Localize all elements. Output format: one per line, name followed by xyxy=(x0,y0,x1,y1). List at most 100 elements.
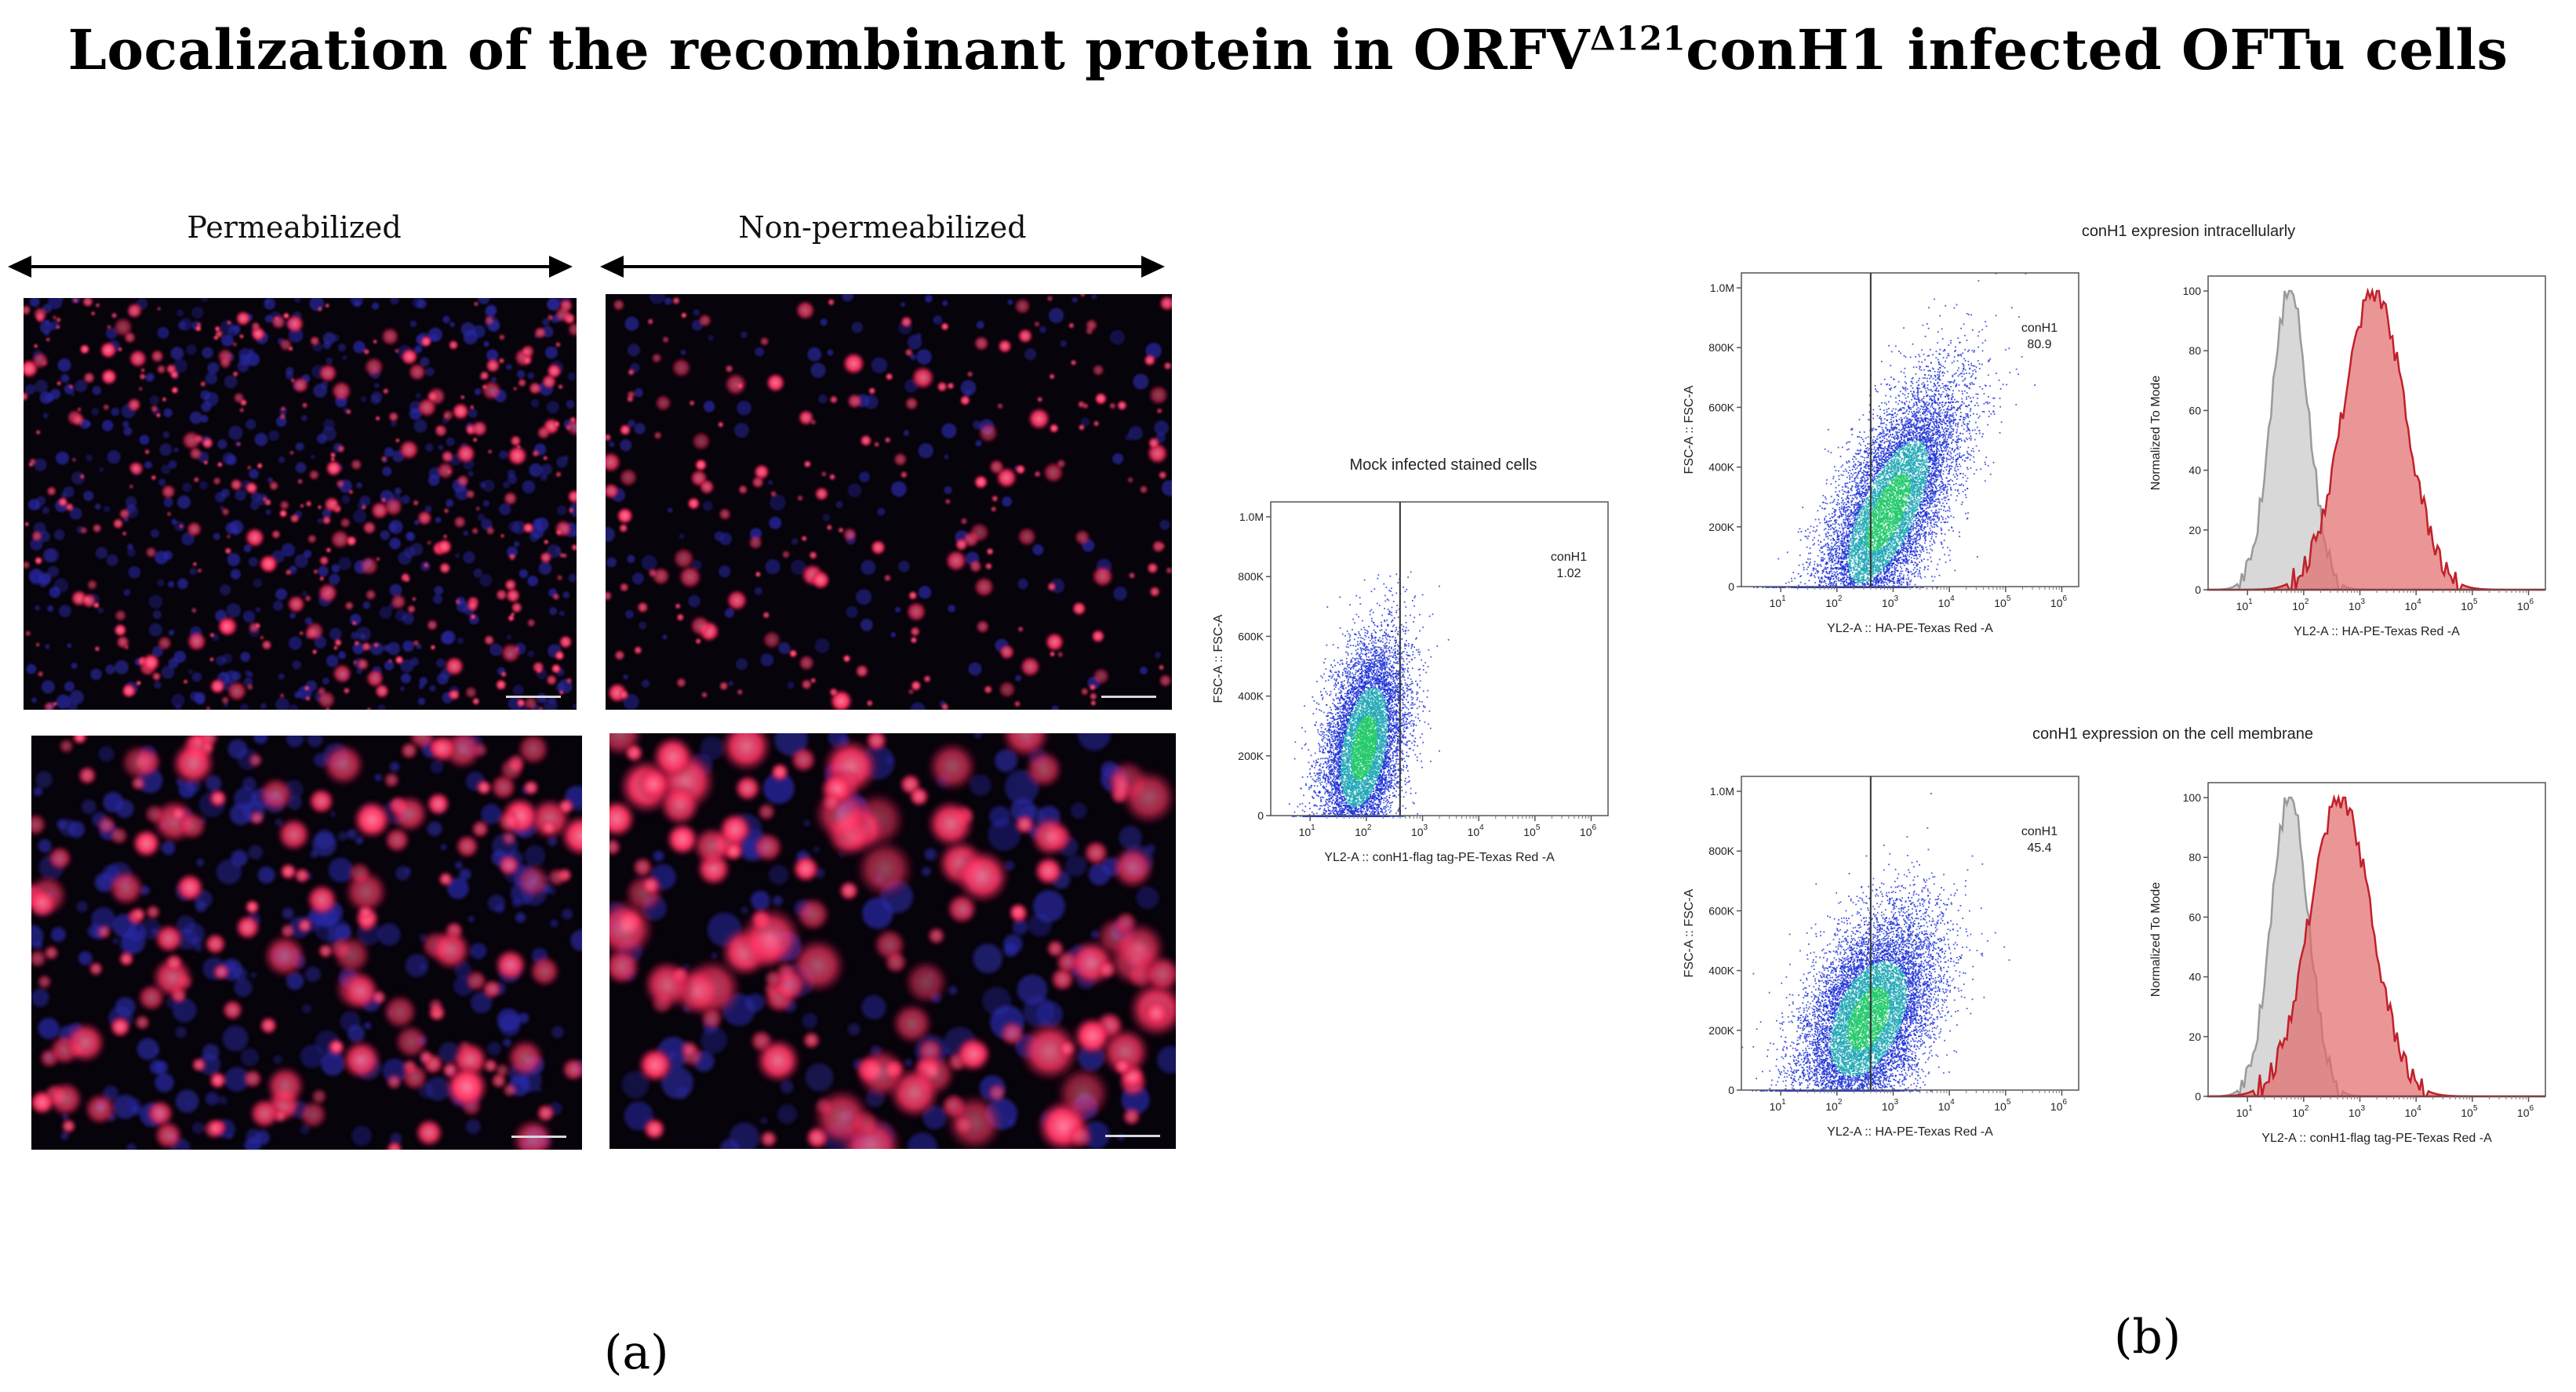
title-tail: conH1 infected OFTu cells xyxy=(1686,17,2508,82)
gate-value: 1.02 xyxy=(1556,567,1581,580)
x-tick-label: 106 xyxy=(2517,1104,2534,1119)
event-dots xyxy=(1288,571,1450,817)
figure-title: Localization of the recombinant protein … xyxy=(0,17,2576,82)
event-dots xyxy=(1741,792,2010,1092)
x-tick-label: 103 xyxy=(1882,594,1899,609)
membrane-plot-title: conH1 expression on the cell membrane xyxy=(1898,725,2447,743)
x-axis-title: YL2-A :: HA-PE-Texas Red -A xyxy=(2294,625,2460,638)
mock-scatter-plot: 0 200K 400K 600K 800K 1.0M 101 102 103 104 105 106 Y… xyxy=(1212,501,1609,864)
event-dots xyxy=(1753,273,2036,588)
y-tick-label: 600K xyxy=(1708,904,1734,917)
x-tick-label: 106 xyxy=(2517,598,2534,612)
x-tick-label: 105 xyxy=(2461,598,2478,612)
y-tick-label: 1.0M xyxy=(1710,282,1734,294)
x-tick-label: 104 xyxy=(2405,598,2422,612)
y-tick-label: 20 xyxy=(2189,524,2201,536)
title-main: Localization of the recombinant protein … xyxy=(68,17,1590,82)
micrograph-permeabilized-low xyxy=(24,298,577,710)
y-tick-label: 0 xyxy=(1728,1084,1734,1096)
y-axis-title: FSC-A :: FSC-A xyxy=(1212,614,1225,703)
y-tick-label: 400K xyxy=(1238,690,1264,703)
x-axis-title: YL2-A :: conH1-flag tag-PE-Texas Red -A xyxy=(1324,851,1555,864)
x-tick-label: 105 xyxy=(2461,1104,2478,1119)
x-tick-label: 102 xyxy=(2292,1104,2309,1119)
x-tick-label: 101 xyxy=(1770,594,1787,609)
arrow-permeabilized xyxy=(8,256,573,278)
column-label-permeabilized: Permeabilized xyxy=(12,210,577,245)
title-superscript: Δ121 xyxy=(1590,20,1686,58)
y-axis-title: Normalized To Mode xyxy=(2149,376,2163,491)
y-tick-label: 1.0M xyxy=(1710,785,1734,798)
x-tick-label: 104 xyxy=(1938,594,1956,609)
gate-value: 80.9 xyxy=(2027,338,2051,351)
y-tick-label: 40 xyxy=(2189,464,2201,477)
x-tick-label: 106 xyxy=(2050,594,2068,609)
micrograph-non-permeabilized-high xyxy=(609,733,1176,1149)
x-tick-label: 105 xyxy=(1523,823,1541,838)
panel-letter-b: (b) xyxy=(2114,1310,2181,1365)
y-tick-label: 40 xyxy=(2189,971,2201,983)
x-tick-label: 104 xyxy=(1938,1098,1956,1113)
y-tick-label: 0 xyxy=(1257,809,1264,822)
y-tick-label: 0 xyxy=(1728,580,1734,593)
y-tick-label: 0 xyxy=(2195,583,2201,596)
micrograph-non-permeabilized-low xyxy=(606,294,1172,710)
x-tick-label: 104 xyxy=(1468,823,1485,838)
x-tick-label: 105 xyxy=(1994,594,2011,609)
x-tick-label: 103 xyxy=(1411,823,1428,838)
y-axis-title: FSC-A :: FSC-A xyxy=(1683,889,1696,977)
y-axis-title: FSC-A :: FSC-A xyxy=(1683,385,1696,474)
x-tick-label: 103 xyxy=(1882,1098,1899,1113)
column-label-non-permeabilized: Non-permeabilized xyxy=(600,210,1165,245)
y-axis-title: Normalized To Mode xyxy=(2149,882,2163,998)
y-tick-label: 80 xyxy=(2189,344,2201,357)
y-tick-label: 200K xyxy=(1238,750,1264,762)
y-tick-label: 400K xyxy=(1708,965,1734,977)
gate-name: conH1 xyxy=(2021,825,2058,838)
y-tick-label: 400K xyxy=(1708,461,1734,474)
y-tick-label: 100 xyxy=(2183,791,2202,804)
intracellular-scatter-plot: 0 200K 400K 600K 800K 1.0M 101 102 103 104 105 106 Y… xyxy=(1683,272,2079,635)
y-tick-label: 800K xyxy=(1708,341,1734,354)
panel-letter-a: (a) xyxy=(604,1325,669,1380)
y-tick-label: 200K xyxy=(1708,1024,1734,1037)
x-tick-label: 102 xyxy=(2292,598,2309,612)
x-tick-label: 102 xyxy=(1355,823,1372,838)
y-tick-label: 200K xyxy=(1708,521,1734,533)
x-tick-label: 106 xyxy=(1580,823,1597,838)
x-tick-label: 106 xyxy=(2050,1098,2068,1113)
x-tick-label: 101 xyxy=(2236,1104,2254,1119)
x-tick-label: 105 xyxy=(1994,1098,2011,1113)
x-tick-label: 103 xyxy=(2349,1104,2366,1119)
column-arrows xyxy=(8,256,1165,278)
y-tick-label: 20 xyxy=(2189,1030,2201,1043)
gate-name: conH1 xyxy=(1551,551,1587,564)
x-tick-label: 101 xyxy=(2236,598,2254,612)
x-tick-label: 102 xyxy=(1825,1098,1843,1113)
x-tick-label: 101 xyxy=(1299,823,1316,838)
y-tick-label: 600K xyxy=(1238,630,1264,642)
y-tick-label: 100 xyxy=(2183,285,2202,297)
micrograph-permeabilized-high xyxy=(31,736,582,1150)
x-axis-title: YL2-A :: HA-PE-Texas Red -A xyxy=(1827,622,1993,635)
y-tick-label: 80 xyxy=(2189,851,2201,863)
y-tick-label: 1.0M xyxy=(1239,511,1264,523)
mock-plot-title: Mock infected stained cells xyxy=(1247,456,1639,474)
y-tick-label: 600K xyxy=(1708,401,1734,413)
x-tick-label: 101 xyxy=(1770,1098,1787,1113)
y-tick-label: 0 xyxy=(2195,1090,2201,1103)
membrane-scatter-plot: 0 200K 400K 600K 800K 1.0M 101 102 103 104 105 106 Y… xyxy=(1683,776,2079,1139)
y-tick-label: 800K xyxy=(1238,570,1264,583)
intracellular-plot-title: conH1 expresion intracellularly xyxy=(1914,223,2463,241)
y-tick-label: 800K xyxy=(1708,845,1734,857)
y-tick-label: 60 xyxy=(2189,404,2201,416)
gate-value: 45.4 xyxy=(2027,841,2051,855)
x-axis-title: YL2-A :: conH1-flag tag-PE-Texas Red -A xyxy=(2261,1132,2492,1145)
x-tick-label: 102 xyxy=(1825,594,1843,609)
arrow-non-permeabilized xyxy=(600,256,1165,278)
x-tick-label: 104 xyxy=(2405,1104,2422,1119)
x-axis-title: YL2-A :: HA-PE-Texas Red -A xyxy=(1827,1125,1993,1139)
y-tick-label: 60 xyxy=(2189,910,2201,923)
